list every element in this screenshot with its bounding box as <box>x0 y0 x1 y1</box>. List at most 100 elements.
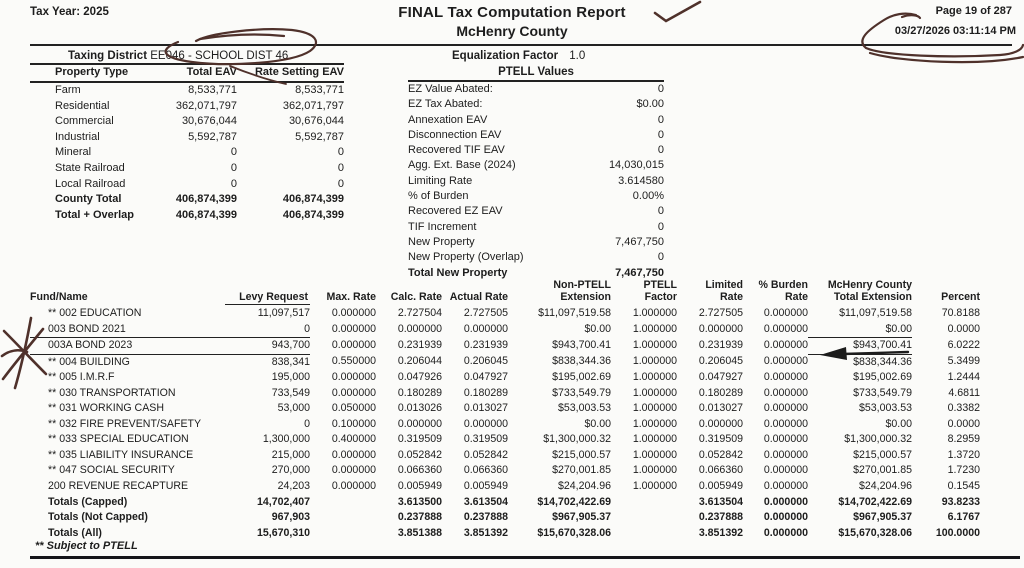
non-ptell-extension-cell: $195,002.69 <box>552 371 611 384</box>
calc-rate-cell: 0.013026 <box>397 402 442 415</box>
taxing-district-label: Taxing District <box>68 50 148 62</box>
fund-name-cell: ** 032 FIRE PREVENT/SAFETY <box>48 417 202 430</box>
total-eav-cell: 30,676,044 <box>181 115 237 128</box>
fund-name-cell: ** 005 I.M.R.F <box>48 371 115 384</box>
ptell-label-cell: TIF Increment <box>408 220 477 233</box>
fund-table-header-row: Fund/Name Levy Request Max. Rate Calc. R… <box>30 280 980 306</box>
limited-rate-cell: 0.066360 <box>698 464 743 477</box>
non-ptell-extension-cell: $15,670,328.06 <box>537 526 611 539</box>
burden-rate-cell: 0.000000 <box>763 339 808 352</box>
property-type-cell: Commercial <box>55 115 114 128</box>
actual-rate-cell: 0.237888 <box>463 511 508 524</box>
fund-name-cell: ** 035 LIABILITY INSURANCE <box>48 448 194 461</box>
fund-name-header: Fund/Name <box>30 290 88 303</box>
percent-cell: 0.0000 <box>947 322 980 335</box>
burden-rate-cell: 0.000000 <box>763 464 808 477</box>
ptell-row: EZ Tax Abated: $0.00 <box>408 97 664 112</box>
property-type-cell: Total + Overlap <box>55 208 134 221</box>
actual-rate-cell: 0.052842 <box>463 448 508 461</box>
levy-request-cell: 838,341 <box>271 355 310 368</box>
property-eav-section: Property Type Total EAV Rate Setting EAV… <box>30 63 344 223</box>
percent-cell: 8.2959 <box>947 433 980 446</box>
actual-rate-cell: 0.047927 <box>463 371 508 384</box>
burden-rate-cell: 0.000000 <box>763 526 808 539</box>
tax-year-label: Tax Year: 2025 <box>30 6 109 18</box>
page-number: Page 19 of 287 <box>935 5 1012 17</box>
equalization-factor: Equalization Factor 1.0 <box>452 50 585 62</box>
calc-rate-cell: 0.180289 <box>397 386 442 399</box>
ptell-factor-cell <box>611 510 677 526</box>
percent-cell: 0.0000 <box>947 417 980 430</box>
limited-rate-cell: 0.013027 <box>698 402 743 415</box>
levy-request-cell: 53,000 <box>277 402 310 415</box>
total-eav-cell: 362,071,797 <box>175 99 237 112</box>
max-rate-cell: 0.000000 <box>331 448 376 461</box>
ptell-row: Annexation EAV 0 <box>408 113 664 128</box>
limited-rate-cell: 3.851392 <box>698 526 743 539</box>
ptell-value-cell: 0 <box>657 128 664 141</box>
county-subtitle: McHenry County <box>456 23 568 39</box>
ptell-row: Total New Property 7,467,750 <box>408 266 664 281</box>
non-ptell-extension-cell: $215,000.57 <box>552 448 611 461</box>
ptell-factor-cell <box>611 526 677 542</box>
ptell-label-cell: EZ Tax Abated: <box>408 98 483 111</box>
header-rule <box>30 44 1012 46</box>
burden-rate-cell: 0.000000 <box>763 417 808 430</box>
ptell-value-cell: 0.00% <box>632 190 664 203</box>
actual-rate-cell: 0.231939 <box>463 339 508 352</box>
actual-rate-header: Actual Rate <box>449 290 508 303</box>
non-ptell-extension-cell: $14,702,422.69 <box>537 495 611 508</box>
ptell-factor-cell: 1.000000 <box>632 386 677 399</box>
ptell-value-cell: 0 <box>657 144 664 157</box>
ptell-value-cell: 0 <box>657 220 664 233</box>
ptell-row: New Property 7,467,750 <box>408 235 664 250</box>
percent-cell: 1.7230 <box>947 464 980 477</box>
actual-rate-cell: 3.613504 <box>463 495 508 508</box>
total-eav-header: Total EAV <box>159 63 237 83</box>
total-extension-cell: $270,001.85 <box>853 464 912 477</box>
limited-rate-cell: 0.052842 <box>698 448 743 461</box>
max-rate-cell: 0.000000 <box>331 371 376 384</box>
total-extension-header: McHenry County Total Extension <box>827 280 912 303</box>
ptell-factor-cell: 1.000000 <box>632 355 677 368</box>
fund-name-cell: ** 033 SPECIAL EDUCATION <box>48 433 189 446</box>
limited-rate-cell: 0.237888 <box>698 511 743 524</box>
burden-rate-cell: 0.000000 <box>763 355 808 368</box>
page-bottom-rule <box>30 556 1020 559</box>
percent-cell: 100.0000 <box>935 526 980 539</box>
rate-setting-eav-cell: 8,533,771 <box>295 84 344 96</box>
levy-request-cell: 195,000 <box>271 371 310 384</box>
fund-row: ** 002 EDUCATION 11,097,517 0.000000 2.7… <box>30 306 980 322</box>
limited-rate-cell: 0.319509 <box>698 433 743 446</box>
ptell-factor-cell: 1.000000 <box>632 480 677 493</box>
fund-name-cell: Totals (Capped) <box>48 495 128 508</box>
ptell-row: Agg. Ext. Base (2024) 14,030,015 <box>408 158 664 173</box>
total-eav-cell: 0 <box>230 146 237 159</box>
property-type-cell: Mineral <box>55 146 92 159</box>
max-rate-cell <box>310 495 376 511</box>
limited-rate-cell: 0.206045 <box>698 355 743 368</box>
ptell-factor-cell: 1.000000 <box>632 417 677 430</box>
total-eav-cell: 0 <box>230 161 237 174</box>
percent-cell: 1.3720 <box>947 448 980 461</box>
fund-row: ** 032 FIRE PREVENT/SAFETY 0 0.100000 0.… <box>30 417 980 433</box>
max-rate-cell: 0.000000 <box>331 339 376 352</box>
property-row: Mineral 0 0 <box>30 145 344 161</box>
calc-rate-cell: 0.047926 <box>397 371 442 384</box>
ptell-factor-cell: 1.000000 <box>632 371 677 384</box>
non-ptell-extension-cell: $11,097,519.58 <box>538 307 611 319</box>
ptell-factor-cell: 1.000000 <box>632 322 677 335</box>
fund-row: 003 BOND 2021 0 0.000000 0.000000 0.0000… <box>30 321 980 339</box>
burden-rate-cell: 0.000000 <box>763 307 808 319</box>
percent-cell: 70.8188 <box>941 307 980 319</box>
limited-rate-header: Limited Rate <box>705 280 743 303</box>
fund-name-cell: ** 030 TRANSPORTATION <box>48 386 176 399</box>
total-eav-cell: 406,874,399 <box>175 193 237 206</box>
max-rate-cell <box>310 526 376 542</box>
limited-rate-cell: 0.000000 <box>698 417 743 430</box>
burden-rate-cell: 0.000000 <box>763 371 808 384</box>
ptell-label-cell: New Property <box>408 235 475 248</box>
levy-request-cell: 11,097,517 <box>257 307 310 319</box>
calc-rate-cell: 0.206044 <box>397 355 442 368</box>
report-title: FINAL Tax Computation Report <box>398 4 626 21</box>
